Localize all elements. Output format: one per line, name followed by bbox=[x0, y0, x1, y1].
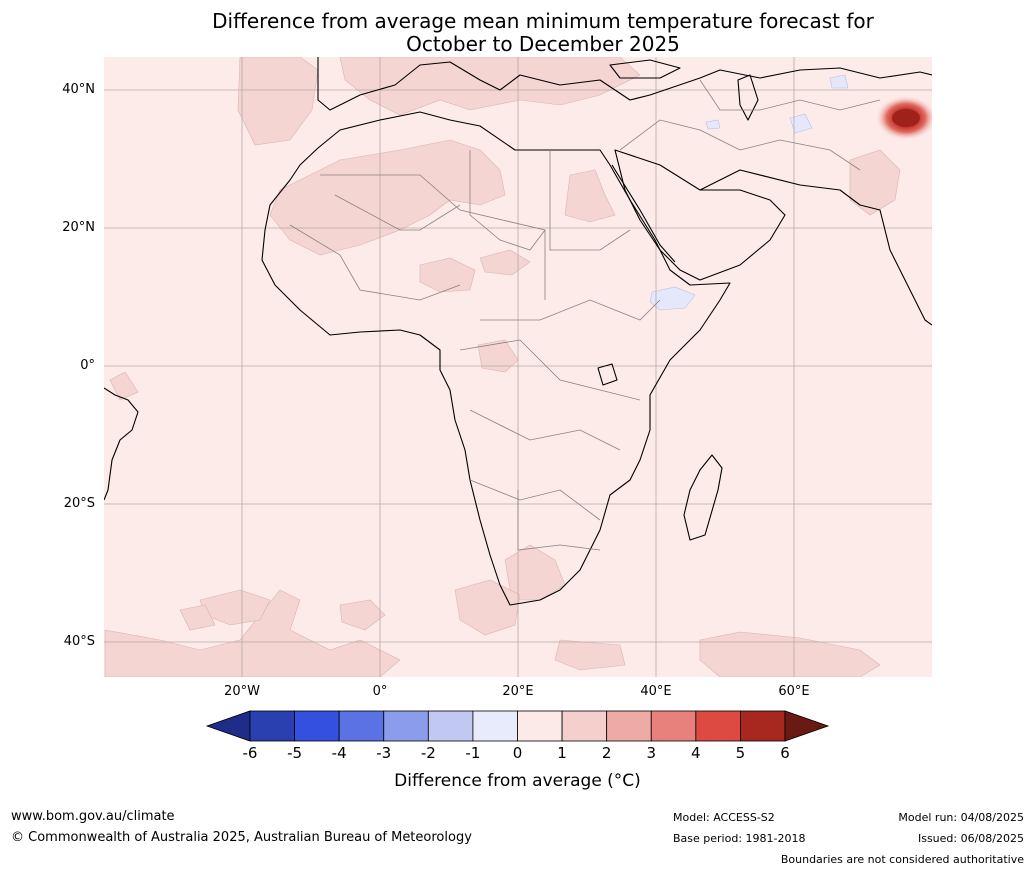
colorbar-bin bbox=[517, 710, 563, 742]
boundaries-disclaimer: Boundaries are not considered authoritat… bbox=[780, 853, 1024, 866]
africa-coast bbox=[261, 111, 731, 606]
colorbar-bin bbox=[472, 710, 518, 742]
colorbar-tick-label: -6 bbox=[242, 744, 258, 762]
hotspot bbox=[876, 96, 932, 140]
issued-date: Issued: 06/08/2025 bbox=[917, 832, 1024, 845]
title-line-2: October to December 2025 bbox=[406, 32, 680, 56]
colorbar-tick-label: -1 bbox=[465, 744, 481, 762]
colorbar-tick-label: 5 bbox=[735, 744, 746, 762]
model-run-date: Model run: 04/08/2025 bbox=[898, 811, 1024, 824]
coastlines bbox=[104, 57, 932, 606]
asia-coast bbox=[699, 169, 932, 326]
colorbar-bin bbox=[695, 710, 741, 742]
colorbar-tick-label: -3 bbox=[376, 744, 392, 762]
colorbar-tick-label: 3 bbox=[646, 744, 657, 762]
colorbar-tick-label: 6 bbox=[780, 744, 790, 762]
madagascar-coast bbox=[683, 454, 723, 541]
arabia-coast bbox=[614, 149, 786, 281]
warm-anomaly-patches bbox=[104, 57, 901, 677]
colorbar-tick-label: -4 bbox=[331, 744, 347, 762]
cool-anomaly-patches bbox=[649, 74, 849, 311]
colorbar-label: Difference from average (°C) bbox=[394, 771, 641, 791]
colorbar-bin bbox=[740, 710, 786, 742]
website-link[interactable]: www.bom.gov.au/climate bbox=[11, 809, 175, 824]
colorbar-bin bbox=[249, 710, 295, 742]
colorbar-bin bbox=[383, 710, 429, 742]
colorbar-bin bbox=[338, 710, 385, 742]
europe-coast bbox=[317, 57, 932, 111]
map-title: Difference from average mean minimum tem… bbox=[0, 10, 1035, 56]
colorbar bbox=[205, 710, 830, 742]
title-line-1: Difference from average mean minimum tem… bbox=[212, 9, 874, 33]
colorbar-tick-label: 0 bbox=[512, 744, 523, 762]
lon-label-20e: 20°E bbox=[502, 684, 534, 699]
lat-label-20n: 20°N bbox=[62, 220, 95, 235]
lat-label-20s: 20°S bbox=[63, 496, 95, 511]
lon-label-60e: 60°E bbox=[778, 684, 810, 699]
lon-label-40e: 40°E bbox=[640, 684, 672, 699]
gridlines bbox=[104, 57, 932, 677]
colorbar-bin bbox=[561, 710, 608, 742]
colorbar-bin bbox=[650, 710, 697, 742]
base-period: Base period: 1981-2018 bbox=[673, 832, 806, 845]
copyright-text: © Commonwealth of Australia 2025, Austra… bbox=[11, 830, 472, 845]
colorbar-extend-high bbox=[784, 710, 830, 742]
south-america-coast bbox=[104, 387, 139, 501]
lat-label-40s: 40°S bbox=[63, 634, 95, 649]
lat-label-0: 0° bbox=[80, 358, 95, 373]
colorbar-tick-label: -2 bbox=[420, 744, 436, 762]
colorbar-tick-label: 2 bbox=[601, 744, 612, 762]
colorbar-extend-low bbox=[205, 710, 251, 742]
lon-label-20w: 20°W bbox=[224, 684, 260, 699]
colorbar-tick-label: 4 bbox=[691, 744, 701, 762]
country-borders bbox=[289, 79, 881, 551]
colorbar-tick-label: -5 bbox=[287, 744, 303, 762]
lat-label-40n: 40°N bbox=[62, 82, 95, 97]
colorbar-tick-label: 1 bbox=[557, 744, 567, 762]
colorbar-bin bbox=[606, 710, 652, 742]
model-name: Model: ACCESS-S2 bbox=[673, 811, 775, 824]
colorbar-bin bbox=[294, 710, 340, 742]
lon-label-0: 0° bbox=[372, 684, 388, 699]
colorbar-bin bbox=[427, 710, 474, 742]
